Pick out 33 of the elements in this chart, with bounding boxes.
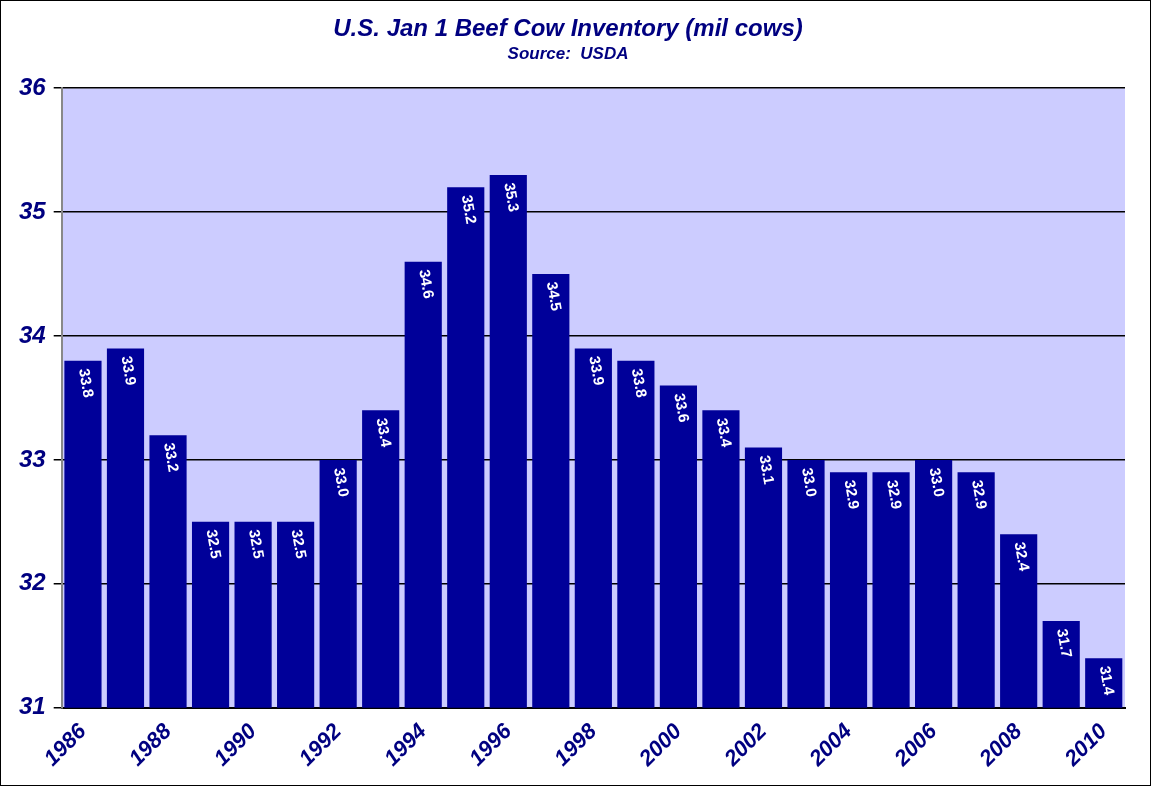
data-label: 33.8 xyxy=(628,367,651,399)
data-label: 33.0 xyxy=(331,466,353,498)
data-label: 32.4 xyxy=(1011,540,1034,573)
data-label: 33.0 xyxy=(798,466,821,498)
data-label: 33.9 xyxy=(118,354,141,387)
chart-subtitle: Source: USDA xyxy=(507,43,629,63)
chart-title: U.S. Jan 1 Beef Cow Inventory (mil cows) xyxy=(333,14,803,42)
data-label: 32.5 xyxy=(246,528,268,560)
data-label: 31.7 xyxy=(1054,627,1076,659)
data-label: 35.3 xyxy=(501,181,524,213)
data-label: 33.4 xyxy=(373,416,396,449)
y-tick-label: 34 xyxy=(18,320,46,348)
data-label: 32.5 xyxy=(288,528,311,560)
data-label: 33.2 xyxy=(160,441,183,474)
data-label: 33.6 xyxy=(671,391,694,424)
data-label: 32.9 xyxy=(969,478,991,511)
y-tick-label: 31 xyxy=(18,692,46,720)
data-label: 33.1 xyxy=(756,453,779,486)
data-label: 34.6 xyxy=(416,267,438,300)
y-tick-label: 35 xyxy=(18,196,47,224)
data-label: 32.9 xyxy=(884,478,906,511)
data-label: 32.5 xyxy=(203,528,226,560)
y-tick-label: 32 xyxy=(18,568,47,596)
data-label: 33.0 xyxy=(926,466,949,498)
y-tick-label: 33 xyxy=(18,444,47,472)
data-label: 33.4 xyxy=(713,416,736,449)
data-label: 35.2 xyxy=(458,193,481,226)
y-tick-label: 36 xyxy=(18,72,47,100)
data-label: 33.9 xyxy=(586,354,609,387)
data-label: 32.9 xyxy=(841,478,864,511)
data-label: 33.8 xyxy=(75,367,98,399)
data-label: 31.4 xyxy=(1096,664,1119,697)
data-label: 34.5 xyxy=(543,280,566,313)
